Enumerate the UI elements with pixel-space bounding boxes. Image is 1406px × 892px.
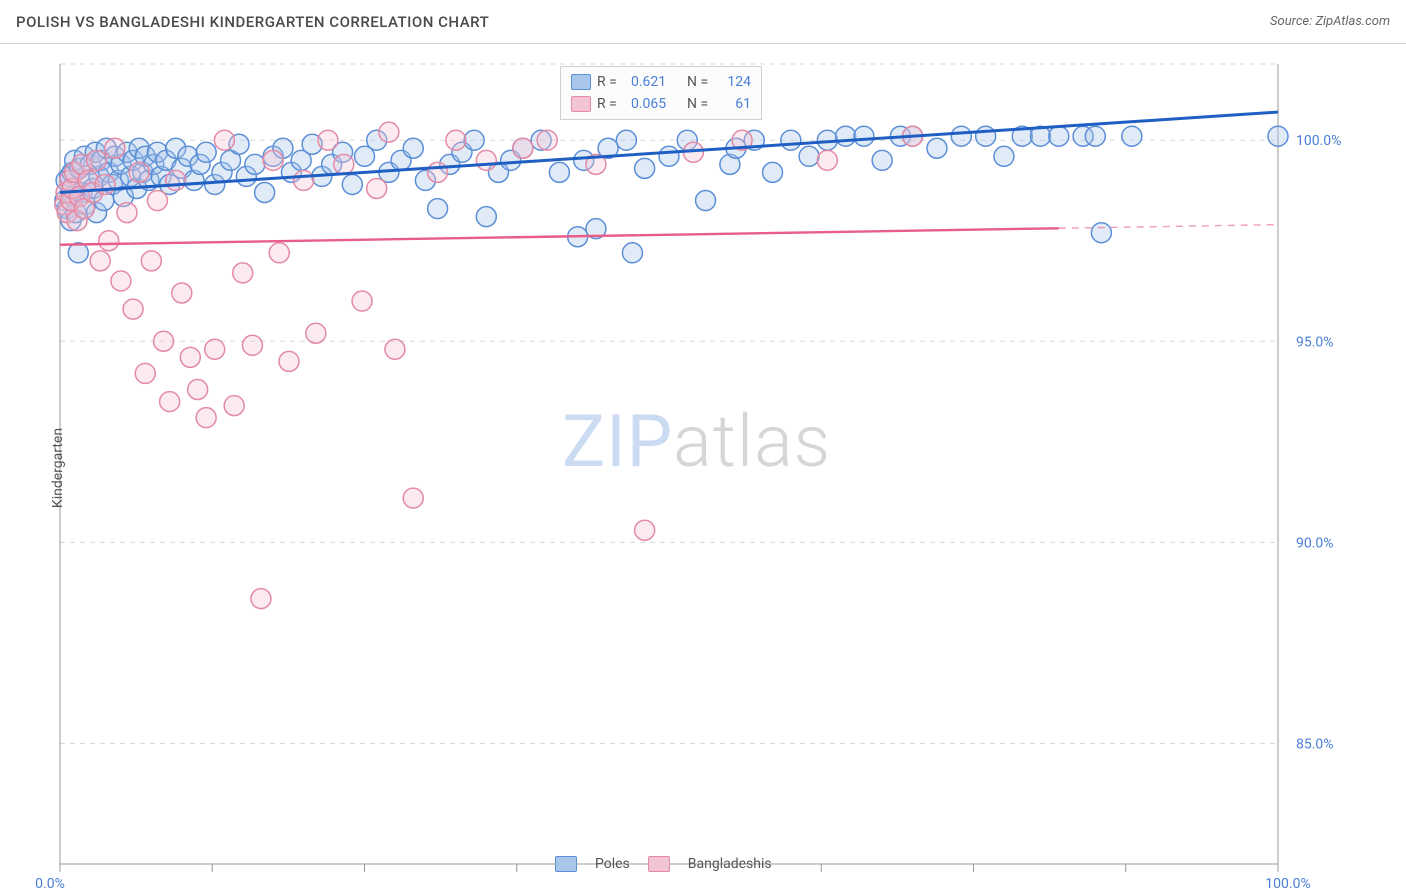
legend-label-bangla: Bangladeshis [688,856,772,872]
svg-text:85.0%: 85.0% [1296,736,1334,752]
svg-text:0.0%: 0.0% [35,876,65,892]
chart-title: POLISH VS BANGLADESHI KINDERGARTEN CORRE… [16,13,489,31]
source-attribution: Source: ZipAtlas.com [1270,14,1390,29]
swatch-poles [555,856,577,872]
legend-label-poles: Poles [595,856,630,872]
r-label: R = [597,74,625,90]
chart-header: POLISH VS BANGLADESHI KINDERGARTEN CORRE… [0,0,1406,44]
source-prefix: Source: [1270,14,1315,29]
chart-area: Kindergarten 85.0% 90.0% 95.0% 100.0% 0.0% 10… [0,44,1406,892]
n-value-poles: 124 [721,74,751,90]
swatch-poles [571,74,591,90]
source-name: ZipAtlas.com [1315,14,1390,29]
r-value-poles: 0.621 [631,74,681,90]
n-label: N = [687,74,715,90]
stats-legend-row-poles: R = 0.621 N = 124 [571,71,751,93]
stats-legend: R = 0.621 N = 124 R = 0.065 N = 61 [560,66,762,120]
swatch-bangladeshis [648,856,670,872]
series-legend: Poles Bangladeshis [555,856,772,872]
n-label: N = [687,96,715,112]
svg-text:100.0%: 100.0% [1296,133,1341,149]
stats-legend-row-bangla: R = 0.065 N = 61 [571,93,751,115]
y-axis-label: Kindergarten [50,428,66,508]
r-value-bangla: 0.065 [631,96,681,112]
swatch-bangladeshis [571,96,591,112]
r-label: R = [597,96,625,112]
svg-text:95.0%: 95.0% [1296,334,1334,350]
n-value-bangla: 61 [721,96,751,112]
scatter-chart-svg: 85.0% 90.0% 95.0% 100.0% 0.0% 100.0% [0,44,1406,892]
svg-text:90.0%: 90.0% [1296,535,1334,551]
svg-text:100.0%: 100.0% [1265,876,1310,892]
